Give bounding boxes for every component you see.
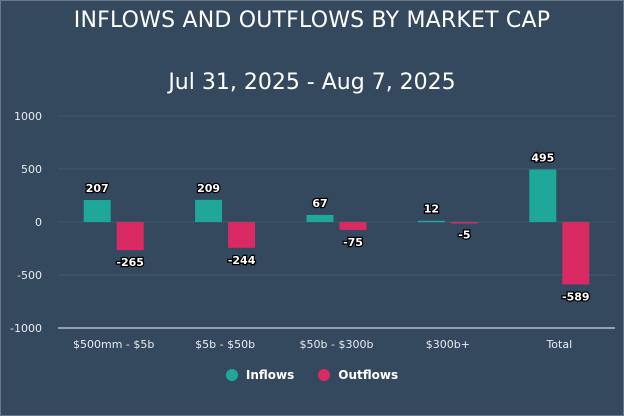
x-tick-label: $50b - $300b — [300, 338, 374, 351]
y-tick-label: -1000 — [10, 322, 42, 335]
inflow-bar — [417, 220, 445, 223]
legend-item-outflows[interactable]: Outflows — [318, 368, 398, 382]
outflow-data-label: -5 — [458, 229, 470, 242]
inflow-bar — [195, 199, 223, 222]
outflow-data-label: -75 — [343, 236, 363, 249]
y-tick-label: 500 — [21, 163, 42, 176]
legend-inflows-marker — [225, 369, 238, 381]
outflow-data-label: -589 — [562, 290, 590, 303]
legend-inflows-label: Inflows — [245, 368, 295, 382]
x-tick-label: $500mm - $5b — [73, 338, 154, 351]
outflow-bar — [450, 222, 478, 224]
outflow-data-label: -244 — [228, 254, 256, 267]
legend-outflows-marker — [318, 369, 331, 381]
legend-item-inflows[interactable]: Inflows — [225, 368, 295, 382]
inflow-bar — [83, 200, 111, 222]
inflow-data-label: 67 — [312, 197, 327, 210]
y-tick-label: 1000 — [14, 110, 42, 123]
legend-outflows-label: Outflows — [338, 368, 399, 382]
inflow-data-label: 209 — [197, 182, 220, 195]
x-tick-label: Total — [545, 338, 572, 351]
outflow-bar — [339, 222, 367, 230]
x-tick-label: $5b - $50b — [195, 338, 255, 351]
inflow-data-label: 495 — [531, 152, 554, 165]
chart-subtitle: Jul 31, 2025 - Aug 7, 2025 — [168, 70, 456, 95]
outflow-bar — [562, 222, 590, 285]
outflow-bar — [116, 222, 144, 251]
legend: Inflows Outflows — [0, 368, 624, 382]
inflow-bar — [529, 169, 557, 222]
chart-title: INFLOWS AND OUTFLOWS BY MARKET CAP — [73, 8, 551, 33]
inflow-data-label: 12 — [424, 203, 439, 216]
outflow-data-label: -265 — [116, 256, 144, 269]
outflow-bar — [228, 222, 256, 248]
inflow-bar — [306, 214, 334, 222]
y-tick-label: -500 — [17, 269, 42, 282]
y-tick-label: 0 — [35, 216, 42, 229]
inflow-data-label: 207 — [86, 182, 109, 195]
x-tick-label: $300b+ — [426, 338, 470, 351]
